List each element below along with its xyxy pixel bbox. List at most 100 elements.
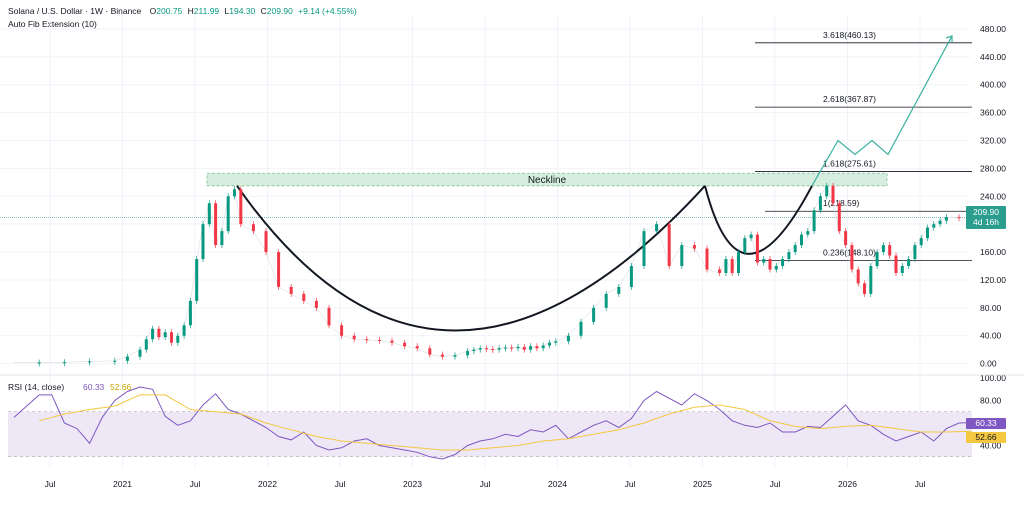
price-candle <box>125 356 129 361</box>
price-candle <box>157 328 161 338</box>
price-tick-label: 40.00 <box>980 331 1002 341</box>
price-candle <box>818 196 822 211</box>
exchange-label: Binance <box>110 6 142 16</box>
low-value: 194.30 <box>229 6 256 16</box>
price-candle <box>220 231 224 246</box>
time-axis[interactable]: Jul 2021 Jul 2022 Jul 2023 Jul 2024 Jul 2025 Jul 20… <box>45 479 926 489</box>
time-tick-label: 2023 <box>403 479 422 489</box>
handle-curve <box>704 185 813 255</box>
price-tick-label: 440.00 <box>980 52 1006 62</box>
price-candle <box>428 348 432 355</box>
rsi-axis[interactable]: 100.00 80.00 40.00 <box>980 373 1006 451</box>
price-candle <box>151 328 155 340</box>
price-candle <box>938 220 942 225</box>
price-candle <box>629 266 633 287</box>
price-candle <box>642 231 646 267</box>
high-label: H <box>187 6 194 16</box>
time-tick-label: 2026 <box>838 479 857 489</box>
price-candle <box>856 269 860 284</box>
price-candle <box>762 259 766 263</box>
price-candle <box>170 332 173 343</box>
price-tick-label: 160.00 <box>980 247 1006 257</box>
price-candle <box>529 346 533 350</box>
price-candle <box>592 307 596 322</box>
fib-level-label: 3.618(460.13) <box>823 30 876 40</box>
price-candle <box>743 238 747 253</box>
price-candle <box>302 293 306 301</box>
open-label: O <box>149 6 157 16</box>
open-value: 200.75 <box>156 6 183 16</box>
price-candle <box>327 307 331 326</box>
rsi-band <box>8 411 972 457</box>
price-candle <box>793 245 797 253</box>
price-tick-label: 400.00 <box>980 80 1006 90</box>
symbol-name[interactable]: Solana / U.S. Dollar <box>8 6 83 16</box>
ohlc-row: Solana / U.S. Dollar · 1W · Binance O200… <box>8 6 357 19</box>
time-tick-label: 2022 <box>258 479 277 489</box>
price-candle <box>277 252 281 287</box>
neckline-zone <box>206 172 888 187</box>
price-candle <box>188 300 192 326</box>
price-candle <box>516 346 520 349</box>
last-price-badge: 209.90 4d 16h <box>966 206 1006 230</box>
price-candle <box>566 335 570 342</box>
rsi-legend-ma-value: 52.66 <box>110 382 132 392</box>
interval-label[interactable]: 1W <box>90 6 103 16</box>
time-tick-label: 2021 <box>113 479 132 489</box>
price-candle <box>472 349 476 352</box>
price-candle <box>251 224 255 232</box>
time-tick-label: Jul <box>625 479 636 489</box>
price-candle <box>755 234 759 263</box>
price-candle <box>692 245 696 249</box>
rsi-legend-value: 60.33 <box>83 382 105 392</box>
rsi-ma-line <box>39 394 972 451</box>
price-candle <box>113 360 117 362</box>
rsi-legend-label[interactable]: RSI (14, close) <box>8 382 64 392</box>
projection-arrow-head <box>945 35 953 42</box>
indicator-legend[interactable]: Auto Fib Extension (10) <box>8 19 97 29</box>
price-candle <box>812 210 816 232</box>
price-candle <box>403 342 407 347</box>
price-candle <box>491 348 495 350</box>
time-tick-label: Jul <box>915 479 926 489</box>
price-candle <box>579 321 583 336</box>
rsi-ma-badge: 52.66 <box>966 432 1006 444</box>
fib-level-label: 2.618(367.87) <box>823 94 876 104</box>
close-label: C <box>260 6 267 16</box>
price-candle <box>718 269 722 273</box>
neckline-label: Neckline <box>528 175 567 186</box>
price-candle <box>390 340 394 343</box>
price-candle <box>768 259 772 270</box>
price-tick-label: 240.00 <box>980 191 1006 201</box>
price-candle <box>485 348 488 350</box>
price-tick-label: 120.00 <box>980 275 1006 285</box>
price-candle <box>907 259 911 267</box>
time-tick-label: Jul <box>480 479 491 489</box>
price-candle <box>604 293 608 308</box>
price-candle <box>466 351 470 356</box>
price-candle <box>365 339 369 341</box>
price-candle <box>314 300 318 308</box>
chart-header: Solana / U.S. Dollar · 1W · Binance O200… <box>8 6 357 32</box>
time-tick-label: Jul <box>190 479 201 489</box>
price-candle <box>453 355 457 357</box>
price-candle <box>617 286 621 294</box>
price-candle <box>806 231 810 235</box>
price-candle <box>944 217 948 221</box>
price-candle <box>844 231 848 246</box>
price-candle <box>919 238 923 246</box>
price-candle <box>377 339 381 341</box>
price-candle <box>352 335 356 340</box>
price-candle <box>724 259 728 273</box>
price-candle <box>837 203 841 232</box>
time-tick-label: Jul <box>335 479 346 489</box>
price-axis[interactable]: 480.00 440.00 400.00 360.00 320.00 280.00 240.… <box>980 24 1006 369</box>
price-candle <box>37 362 41 364</box>
price-candle <box>900 266 904 273</box>
price-tick-label: 280.00 <box>980 163 1006 173</box>
price-candle <box>913 245 917 260</box>
price-candle <box>888 245 892 256</box>
fib-level-label: 1.618(275.61) <box>823 158 876 168</box>
price-candle <box>680 245 684 267</box>
